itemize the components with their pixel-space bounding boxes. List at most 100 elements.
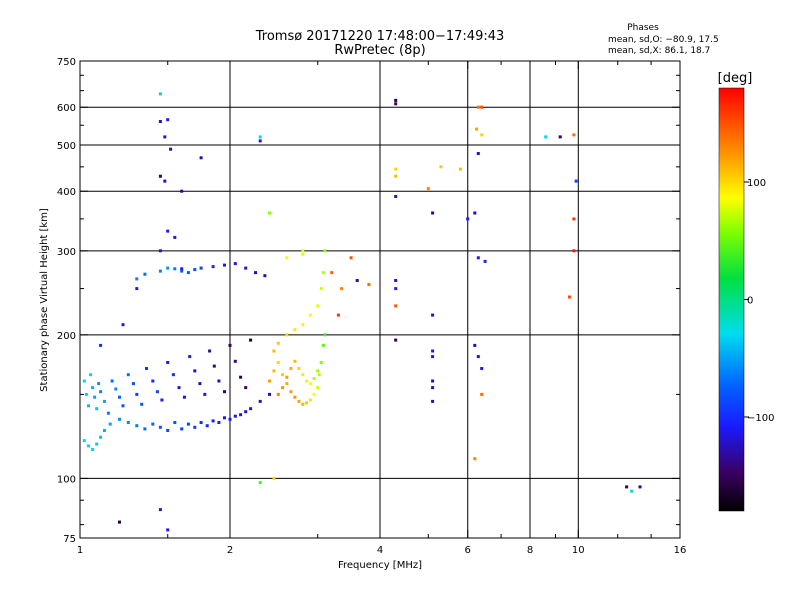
data-point — [135, 424, 139, 428]
data-point — [572, 249, 576, 253]
data-point — [244, 386, 248, 390]
data-points — [82, 92, 642, 532]
data-point — [268, 211, 271, 215]
data-point — [158, 174, 162, 178]
data-point — [217, 379, 221, 383]
data-point — [89, 373, 93, 377]
data-point — [180, 189, 184, 193]
data-point — [308, 382, 312, 386]
data-point — [572, 133, 576, 137]
data-point — [169, 147, 173, 151]
data-point — [394, 167, 398, 171]
data-point — [158, 508, 162, 512]
data-point — [158, 425, 162, 429]
data-point — [193, 268, 197, 272]
data-point — [625, 485, 629, 489]
data-point — [281, 386, 285, 390]
data-point — [121, 323, 125, 327]
data-point — [199, 421, 203, 424]
legend-line-o: mean, sd,O: −80.9, 17.5 — [608, 35, 719, 45]
x-tick-label: 2 — [227, 545, 233, 556]
data-point — [297, 399, 301, 403]
data-point — [233, 359, 237, 363]
data-point — [268, 379, 271, 383]
data-point — [151, 379, 155, 383]
data-point — [638, 485, 642, 489]
data-point — [394, 304, 398, 308]
phase-legend: Phases mean, sd,O: −80.9, 17.5 mean, sd,… — [608, 23, 719, 56]
data-point — [163, 179, 167, 183]
data-point — [166, 266, 170, 270]
data-point — [135, 277, 139, 281]
data-point — [180, 269, 184, 273]
x-tick-label: 16 — [674, 545, 687, 556]
data-point — [319, 361, 323, 364]
data-point — [431, 355, 435, 359]
data-point — [158, 269, 162, 273]
data-point — [173, 421, 177, 424]
x-tick-label: 1 — [77, 545, 83, 556]
data-point — [95, 407, 99, 411]
data-point — [319, 287, 323, 291]
data-point — [293, 395, 297, 399]
data-point — [87, 444, 90, 448]
data-point — [244, 266, 248, 270]
y-tick-label: 750 — [57, 57, 76, 68]
legend-title: Phases — [627, 23, 659, 33]
data-point — [305, 401, 309, 405]
data-point — [143, 272, 147, 276]
data-point — [228, 417, 232, 421]
gridlines — [80, 61, 680, 538]
data-point — [208, 349, 212, 353]
data-point — [480, 392, 484, 396]
y-axis-ticks: 75 100 200 300 400 500 600 750 — [57, 57, 680, 545]
data-point — [223, 416, 226, 420]
data-point — [82, 439, 86, 443]
data-point — [110, 379, 114, 383]
data-point — [367, 283, 371, 286]
data-point — [480, 367, 484, 370]
data-point — [166, 361, 170, 364]
data-point — [145, 367, 148, 370]
data-point — [140, 402, 144, 406]
data-point — [91, 448, 95, 451]
data-point — [466, 217, 470, 221]
data-point — [285, 382, 289, 386]
data-point — [93, 395, 97, 399]
data-point — [143, 427, 147, 431]
data-point — [323, 249, 327, 253]
data-point — [173, 235, 177, 239]
data-point — [118, 395, 121, 399]
data-point — [301, 373, 305, 377]
data-point — [173, 267, 177, 271]
data-point — [483, 259, 487, 263]
data-point — [272, 476, 276, 480]
data-point — [289, 367, 293, 370]
data-point — [84, 392, 88, 396]
x-axis-ticks: 1 2 4 6 8 10 16 — [77, 61, 687, 556]
x-tick-label: 8 — [527, 545, 533, 556]
data-point — [118, 417, 121, 421]
data-point — [316, 369, 320, 373]
data-point — [544, 135, 548, 139]
data-point — [340, 287, 344, 291]
data-point — [118, 520, 121, 524]
data-point — [87, 404, 90, 408]
data-point — [630, 489, 634, 493]
y-tick-label: 75 — [63, 534, 76, 545]
data-point — [205, 424, 209, 428]
data-point — [135, 392, 139, 396]
data-point — [233, 262, 237, 266]
y-tick-label: 600 — [57, 103, 76, 114]
data-point — [394, 279, 398, 282]
data-point — [305, 379, 309, 383]
data-point — [249, 338, 253, 342]
data-point — [211, 419, 215, 423]
data-point — [99, 435, 103, 439]
data-point — [239, 413, 243, 417]
data-point — [285, 375, 289, 379]
data-point — [108, 422, 112, 426]
data-point — [285, 256, 289, 260]
data-point — [394, 102, 398, 106]
